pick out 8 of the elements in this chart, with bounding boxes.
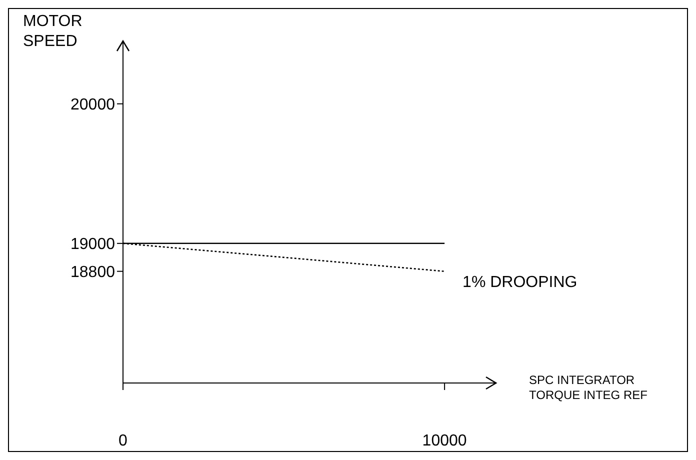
y-tick-label: 20000 [70, 96, 116, 114]
y-tick-label: 18800 [70, 264, 116, 282]
x-tick-label: 10000 [422, 432, 467, 450]
y-tick-label: 19000 [70, 236, 116, 254]
x-axis-title: SPC INTEGRATOR TORQUE INTEG REF [529, 373, 648, 403]
annotation: 1% DROOPING [462, 274, 578, 292]
x-tick-label: 0 [118, 432, 128, 450]
y-axis-title: MOTOR SPEED [23, 12, 82, 52]
